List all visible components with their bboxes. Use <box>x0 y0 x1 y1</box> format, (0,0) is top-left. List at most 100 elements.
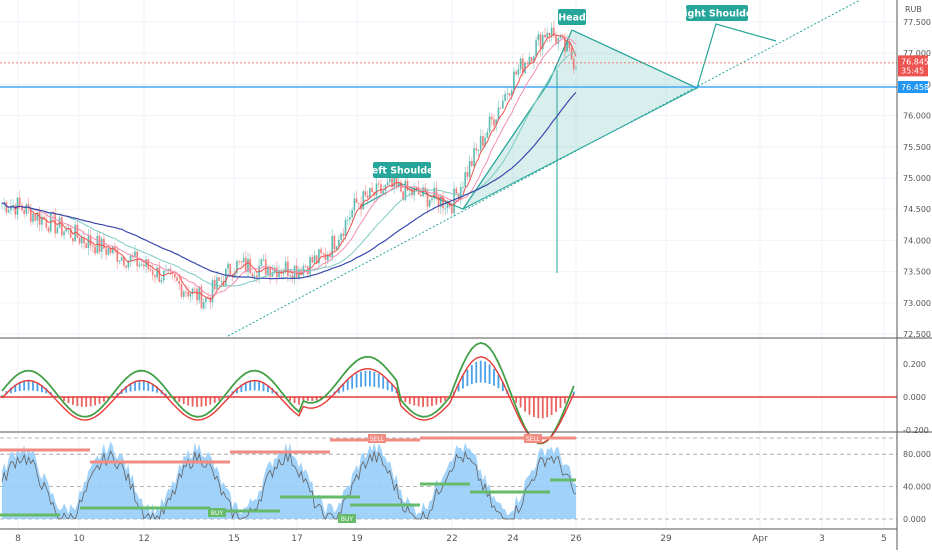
candle-body <box>517 69 519 74</box>
candle-body <box>105 249 107 255</box>
candle-body <box>256 276 258 277</box>
right-shoulder-label-text: Right Shoulder <box>677 9 757 20</box>
candle-body <box>573 59 575 69</box>
buy-signal: BUY <box>338 514 356 523</box>
oscillator-bar <box>258 381 260 391</box>
oscillator-bar <box>28 381 30 391</box>
candle-body <box>471 161 473 166</box>
oscillator-bar <box>373 372 375 387</box>
oscillator-bar <box>94 397 96 405</box>
candle-body <box>371 188 373 192</box>
oscillator-bar <box>440 397 442 403</box>
time-axis-label: 3 <box>819 534 825 544</box>
candle-body <box>240 261 242 262</box>
candle-body <box>79 238 81 244</box>
oscillator-bar <box>187 397 189 405</box>
price-tick-label: 74.500 <box>903 205 931 214</box>
candle-body <box>504 94 506 101</box>
oscillator-bar <box>1 395 3 396</box>
candle-body <box>482 136 484 146</box>
buy-signal: BUY <box>208 508 226 517</box>
oscillator-bar <box>63 397 65 401</box>
oscillator-bar <box>413 397 415 405</box>
candle-body <box>99 236 101 252</box>
oscillator-bar <box>303 397 305 400</box>
candle-body <box>254 276 256 277</box>
rsi-panel[interactable]: BUY BUY SELL SELL <box>0 434 897 523</box>
head-label-text: Head <box>558 13 586 24</box>
oscillator-bar <box>289 397 291 401</box>
oscillator-bar <box>139 381 141 391</box>
oscillator-bar <box>475 362 477 383</box>
candle-body <box>154 275 156 277</box>
oscillator-bar <box>209 397 211 405</box>
oscillator-bar <box>471 365 473 384</box>
oscillator-bar <box>422 397 424 407</box>
candle-body <box>25 204 27 214</box>
time-axis-label: 29 <box>660 534 672 544</box>
oscillator-bar <box>529 397 531 415</box>
oscillator-tick-label: -0.200 <box>903 426 929 435</box>
candle-body <box>214 280 216 289</box>
candle-body <box>263 259 265 260</box>
rsi-tick-label: 80.000 <box>903 450 931 459</box>
oscillator-panel[interactable] <box>0 343 897 444</box>
oscillator-bar <box>524 397 526 412</box>
oscillator-bar <box>356 374 358 388</box>
candle-body <box>345 220 347 236</box>
oscillator-bar <box>542 397 544 418</box>
candle-body <box>48 228 50 232</box>
oscillator-bar <box>214 397 216 403</box>
sell-signal: SELL <box>368 434 386 443</box>
left-shoulder-label: Left Shoulder <box>366 162 439 178</box>
candle-body <box>506 93 508 94</box>
candle-body <box>196 289 198 301</box>
candle-body <box>178 281 180 284</box>
oscillator-bar <box>280 396 282 397</box>
oscillator-bar <box>201 397 203 407</box>
candle-body <box>546 33 548 38</box>
time-axis-label: 8 <box>15 534 21 544</box>
candle-body <box>387 182 389 185</box>
oscillator-bar <box>351 376 353 388</box>
candle-body <box>85 243 87 248</box>
candle-body <box>189 294 191 297</box>
oscillator-bar <box>387 380 389 390</box>
candle-body <box>431 199 433 201</box>
oscillator-tick-label: 0.000 <box>903 393 926 402</box>
oscillator-bar <box>249 381 251 391</box>
candle-body <box>112 246 114 253</box>
candle-body <box>322 253 324 254</box>
sell-signal-text: SELL <box>526 436 541 443</box>
oscillator-bar <box>378 374 380 388</box>
oscillator-bar <box>520 397 522 407</box>
buy-signal-text: BUY <box>211 510 224 517</box>
candle-body <box>429 200 431 206</box>
candle-body <box>367 195 369 198</box>
candle-body <box>338 240 340 246</box>
oscillator-bar <box>76 397 78 406</box>
candle-body <box>227 264 229 269</box>
candle-body <box>139 265 141 267</box>
oscillator-bar <box>227 395 229 396</box>
oscillator-bar <box>347 380 349 390</box>
oscillator-bar <box>192 397 194 406</box>
price-panel[interactable] <box>0 0 897 529</box>
candle-body <box>311 257 313 263</box>
candle-body <box>334 236 336 250</box>
price-tick-label: 74.000 <box>903 236 931 245</box>
oscillator-bar <box>564 397 566 403</box>
candle-body <box>314 255 316 262</box>
oscillator-bar <box>480 361 482 383</box>
candle-body <box>125 266 127 268</box>
price-tick-label: 75.000 <box>903 174 931 183</box>
oscillator-bar <box>134 382 136 391</box>
oscillator-bar <box>555 397 557 412</box>
candle-body <box>362 191 364 209</box>
oscillator-bar <box>23 381 25 391</box>
candle-body <box>451 206 453 213</box>
candle-body <box>513 72 515 91</box>
oscillator-bar <box>498 375 500 388</box>
